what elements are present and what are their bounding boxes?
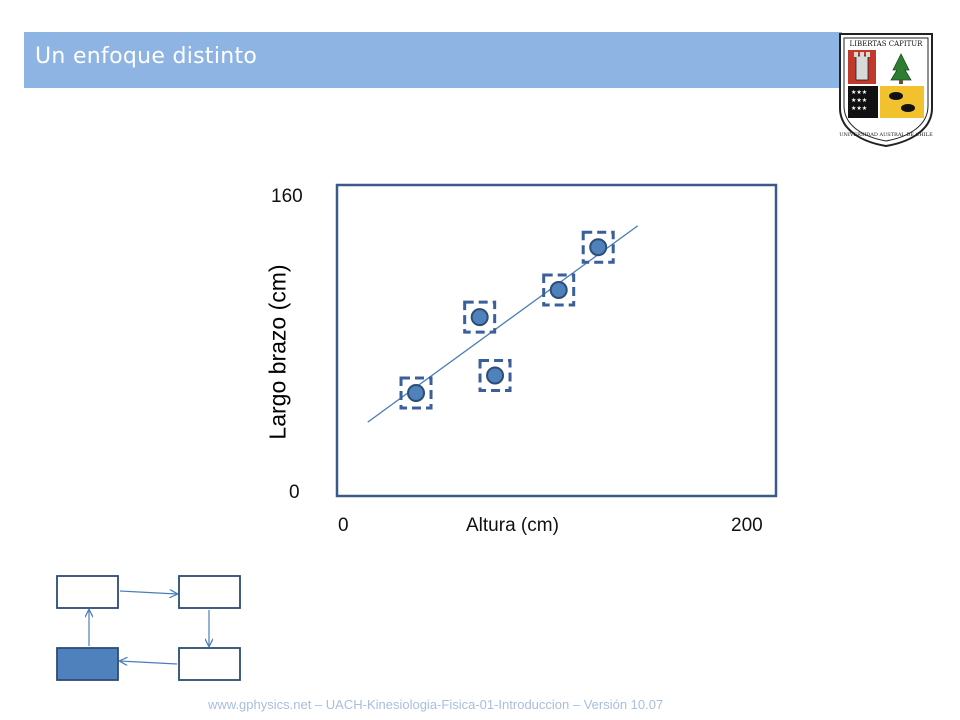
data-point-4: [549, 280, 568, 299]
point-marker-box-1: [399, 376, 433, 410]
point-marker-box-3: [478, 358, 512, 392]
svg-text:★★★: ★★★: [851, 105, 867, 112]
cycle-arrow-right: [119, 591, 177, 594]
y-tick-label-max: 160: [271, 186, 303, 207]
university-crest-logo: ★★★ ★★★ ★★★ LIBERTAS CAPITUR UNIVERSIDAD…: [839, 33, 933, 148]
x-tick-label-max: 200: [731, 515, 763, 536]
cycle-box-top-left: [56, 575, 119, 609]
slide-title: Un enfoque distinto: [35, 44, 258, 69]
crest-university-name: UNIVERSIDAD AUSTRAL DE CHILE: [839, 132, 933, 138]
data-point-3: [486, 366, 505, 385]
plot-frame: [335, 183, 778, 498]
data-point-1: [407, 383, 426, 402]
footer-credit: www.gphysics.net – UACH-Kinesiologia-Fis…: [208, 697, 664, 712]
crest-motto: LIBERTAS CAPITUR: [850, 40, 924, 48]
point-marker-box-4: [542, 273, 576, 307]
cycle-box-top-right: [178, 575, 241, 609]
data-point-5: [589, 238, 608, 257]
cycle-box-bottom-left-highlighted: [56, 647, 119, 681]
cycle-arrow-left: [120, 661, 178, 664]
x-axis-label: Altura (cm): [466, 515, 559, 536]
svg-text:★★★: ★★★: [851, 89, 867, 96]
x-tick-label-min: 0: [338, 515, 349, 536]
point-marker-box-2: [463, 300, 497, 334]
svg-text:★★★: ★★★: [851, 97, 867, 104]
point-marker-box-5: [581, 230, 615, 264]
y-tick-label-min: 0: [289, 482, 300, 503]
title-bar: Un enfoque distinto: [24, 32, 842, 88]
data-point-2: [470, 308, 489, 327]
cycle-box-bottom-right: [178, 647, 241, 681]
